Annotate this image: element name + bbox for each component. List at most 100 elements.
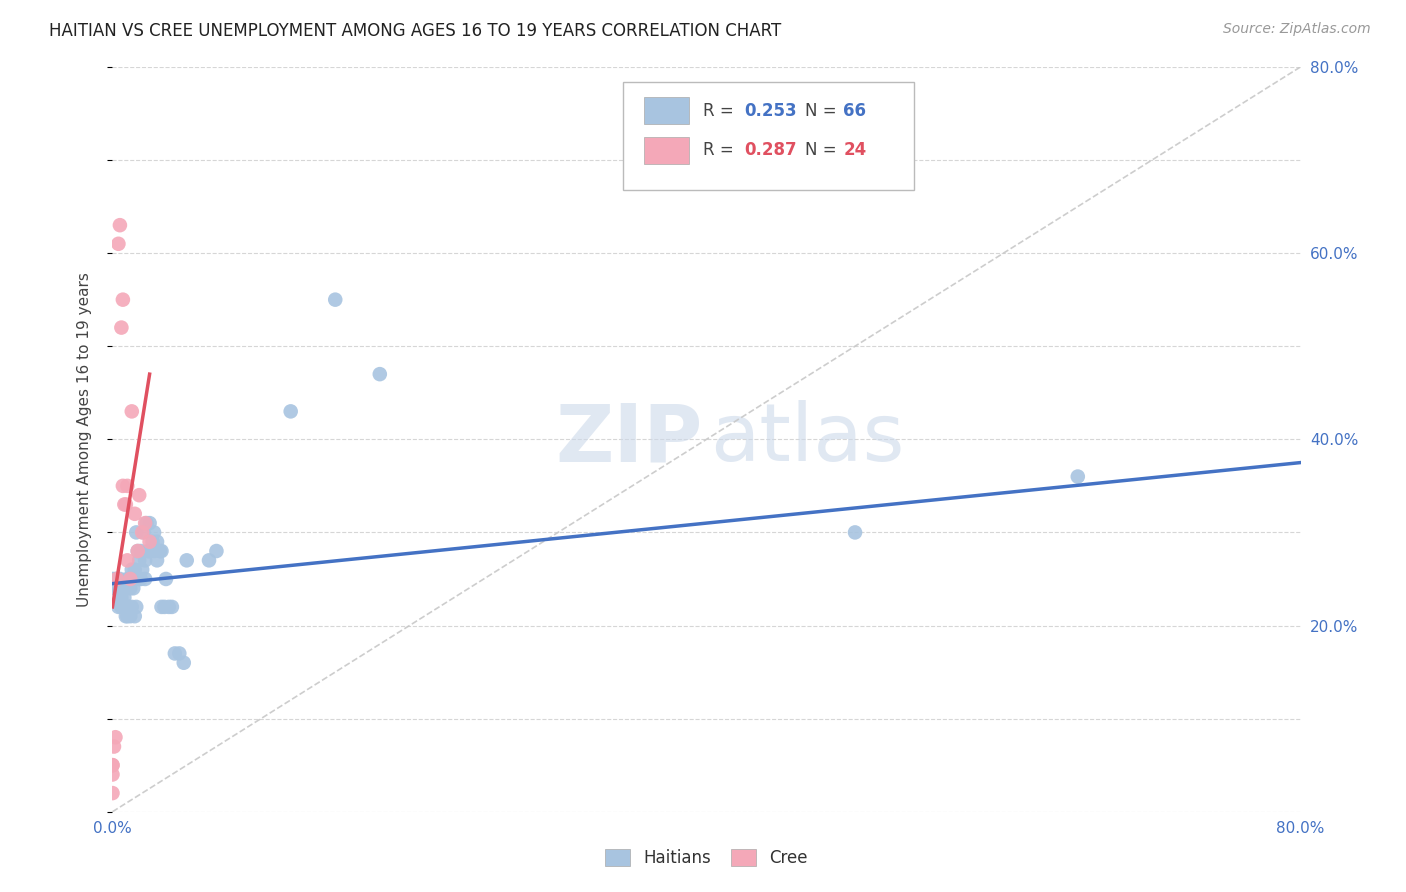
Point — [110, 599, 132, 614]
Legend: Haitians, Cree: Haitians, Cree — [599, 843, 814, 874]
Point — [143, 544, 166, 558]
Point — [163, 647, 186, 661]
Point — [323, 293, 346, 307]
Text: R =: R = — [703, 141, 740, 160]
Point — [142, 534, 165, 549]
Point — [131, 563, 153, 577]
FancyBboxPatch shape — [623, 82, 914, 190]
Point — [134, 516, 156, 530]
Point — [844, 525, 866, 540]
Point — [118, 572, 141, 586]
Point — [120, 582, 142, 596]
Point — [111, 293, 134, 307]
Point — [128, 572, 150, 586]
Point — [115, 609, 138, 624]
Point — [173, 656, 195, 670]
Point — [134, 572, 156, 586]
Point — [125, 599, 148, 614]
Text: N =: N = — [806, 102, 842, 120]
Point — [107, 599, 129, 614]
Text: 24: 24 — [844, 141, 866, 160]
Point — [138, 534, 160, 549]
Point — [368, 367, 391, 381]
Point — [122, 582, 145, 596]
Point — [149, 544, 172, 558]
Point — [150, 544, 173, 558]
Bar — [644, 97, 689, 124]
Point — [124, 609, 146, 624]
Point — [120, 572, 142, 586]
Point — [1067, 469, 1090, 483]
Point — [129, 544, 152, 558]
Point — [115, 582, 138, 596]
Point — [150, 599, 173, 614]
Point — [101, 758, 124, 772]
Point — [108, 218, 131, 232]
Text: ZIP: ZIP — [555, 401, 703, 478]
Point — [136, 544, 159, 558]
Point — [176, 553, 198, 567]
Point — [153, 599, 176, 614]
Point — [138, 516, 160, 530]
Point — [138, 544, 160, 558]
Text: 0.253: 0.253 — [745, 102, 797, 120]
Point — [131, 525, 153, 540]
Point — [143, 525, 166, 540]
Point — [111, 479, 134, 493]
Point — [105, 572, 128, 586]
Point — [134, 553, 156, 567]
Point — [127, 544, 149, 558]
Point — [104, 572, 127, 586]
Point — [108, 572, 131, 586]
Point — [118, 599, 141, 614]
Point — [110, 320, 132, 334]
Point — [117, 572, 139, 586]
Point — [112, 498, 135, 512]
Point — [157, 599, 180, 614]
Point — [103, 582, 125, 596]
Point — [128, 488, 150, 502]
Point — [115, 498, 138, 512]
Point — [101, 572, 124, 586]
Point — [104, 730, 127, 744]
Point — [101, 767, 124, 781]
Text: N =: N = — [806, 141, 842, 160]
Y-axis label: Unemployment Among Ages 16 to 19 years: Unemployment Among Ages 16 to 19 years — [77, 272, 91, 607]
Point — [117, 479, 139, 493]
Point — [155, 572, 177, 586]
Point — [205, 544, 228, 558]
Point — [107, 236, 129, 251]
Point — [124, 507, 146, 521]
Point — [112, 599, 135, 614]
Point — [103, 739, 125, 754]
Text: Source: ZipAtlas.com: Source: ZipAtlas.com — [1223, 22, 1371, 37]
Text: R =: R = — [703, 102, 740, 120]
Text: atlas: atlas — [710, 401, 904, 478]
Point — [129, 572, 152, 586]
Point — [135, 516, 157, 530]
Point — [101, 786, 124, 800]
Bar — [644, 136, 689, 164]
Point — [160, 599, 183, 614]
Point — [146, 534, 169, 549]
Point — [169, 647, 191, 661]
Point — [101, 758, 124, 772]
Point — [280, 404, 302, 418]
Point — [111, 599, 134, 614]
Text: HAITIAN VS CREE UNEMPLOYMENT AMONG AGES 16 TO 19 YEARS CORRELATION CHART: HAITIAN VS CREE UNEMPLOYMENT AMONG AGES … — [49, 22, 782, 40]
Point — [111, 582, 134, 596]
Text: 66: 66 — [844, 102, 866, 120]
Point — [121, 404, 143, 418]
Point — [117, 553, 139, 567]
Point — [110, 591, 132, 605]
Point — [107, 582, 129, 596]
Point — [121, 563, 143, 577]
Point — [125, 525, 148, 540]
Point — [121, 599, 143, 614]
Point — [120, 609, 142, 624]
Point — [108, 591, 131, 605]
Point — [128, 553, 150, 567]
Text: 0.287: 0.287 — [745, 141, 797, 160]
Point — [132, 525, 155, 540]
Point — [124, 563, 146, 577]
